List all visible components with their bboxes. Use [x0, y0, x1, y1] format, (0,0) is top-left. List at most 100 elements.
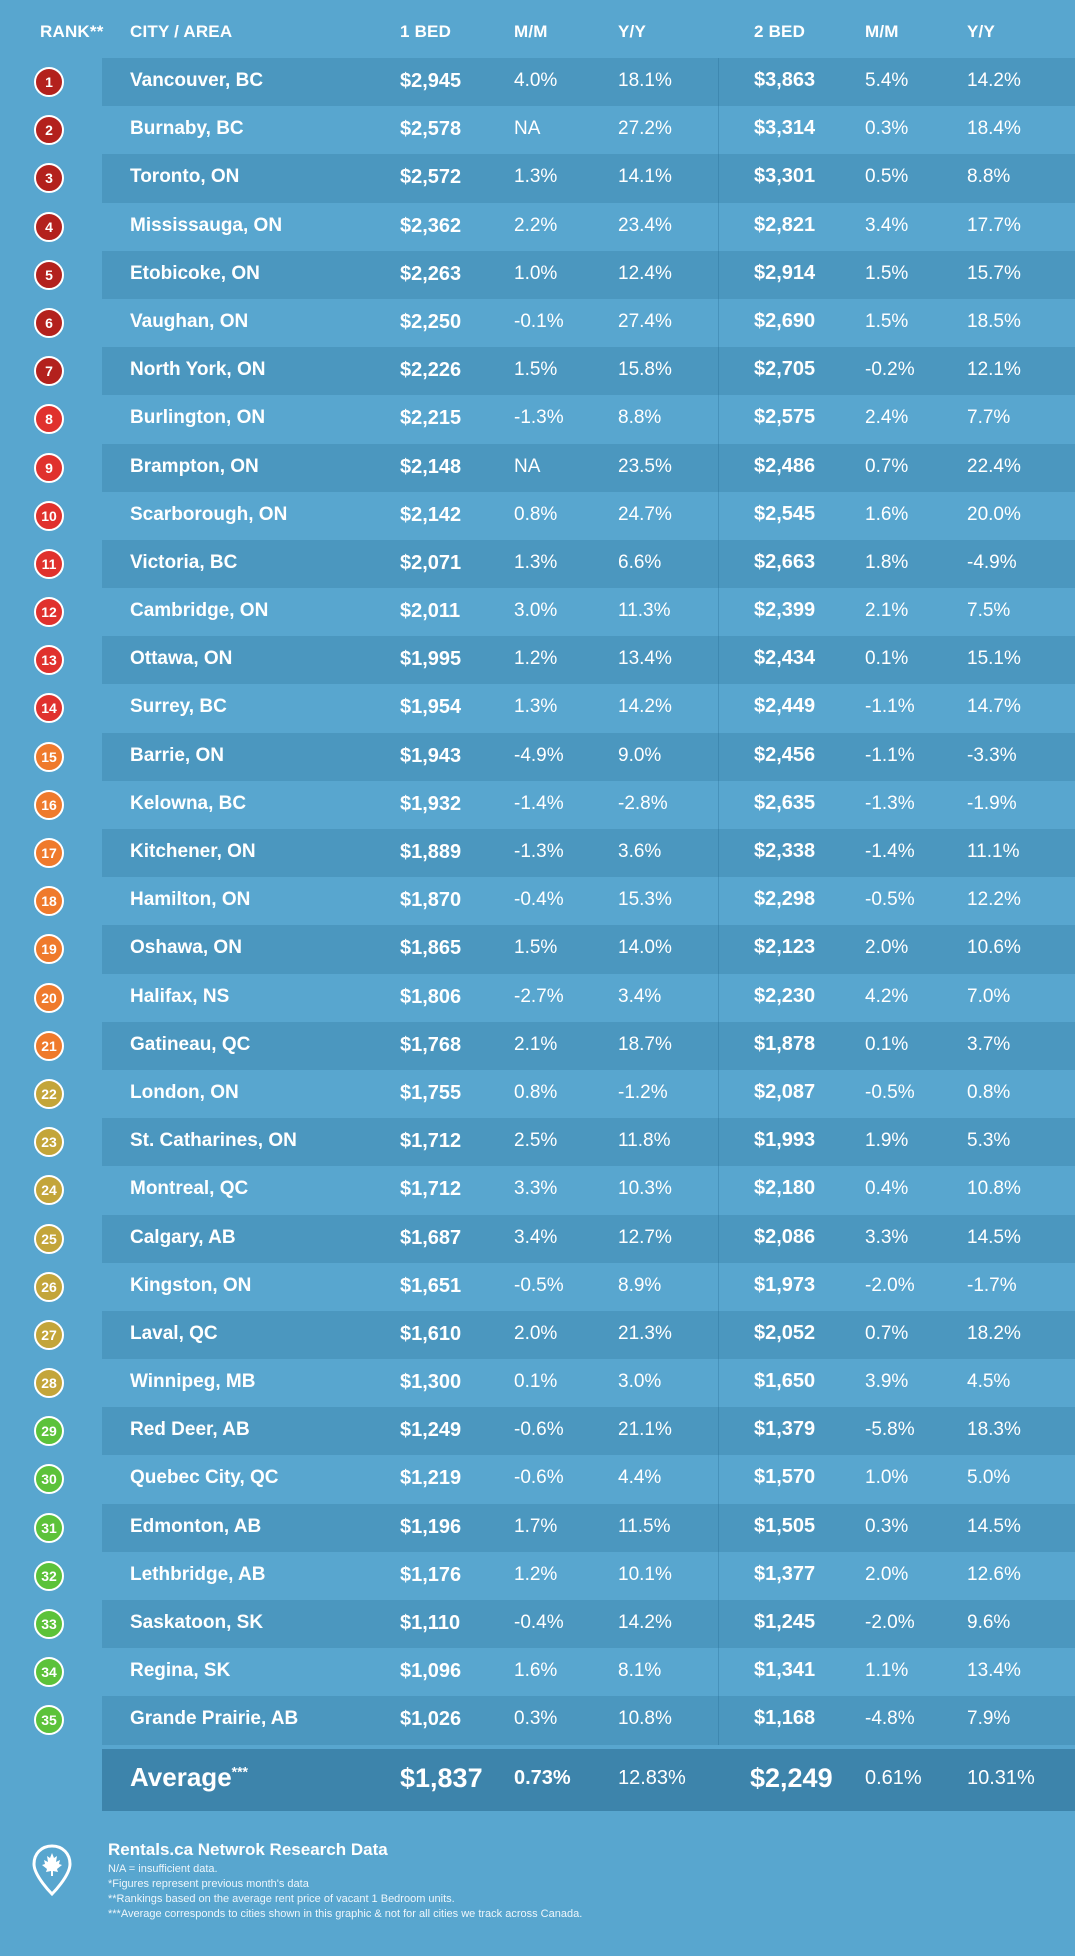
row-band — [102, 636, 1075, 685]
average-label: Average*** — [130, 1762, 249, 1792]
column-divider — [718, 106, 719, 155]
mm-change-2bed: 2.0% — [865, 1563, 909, 1585]
mm-change-2bed: -2.0% — [865, 1274, 915, 1296]
table-row: 3 Toronto, ON $2,572 1.3% 14.1% $3,301 0.5% 8.8… — [0, 154, 1075, 203]
rank-badge: 10 — [34, 500, 64, 531]
rent-2bed: $1,505 — [754, 1514, 816, 1537]
rank-badge: 28 — [34, 1368, 64, 1399]
mm-change-1bed: NA — [514, 118, 541, 140]
mm-change-1bed: -1.4% — [514, 792, 564, 814]
rent-1bed: $1,651 — [400, 1274, 462, 1297]
mm-change-1bed: 1.3% — [514, 551, 558, 573]
mm-change-1bed: -0.6% — [514, 1467, 564, 1489]
table-row: 11 Victoria, BC $2,071 1.3% 6.6% $2,663 1.8% -4… — [0, 539, 1075, 589]
column-divider — [718, 1310, 719, 1360]
table-row: 21 Gatineau, QC $1,768 2.1% 18.7% $1,878 0.1% 3… — [0, 1021, 1075, 1070]
mm-change-2bed: 1.0% — [865, 1467, 909, 1489]
city-name: North York, ON — [130, 359, 266, 381]
rent-2bed: $2,545 — [754, 502, 816, 525]
mm-change-2bed: 0.4% — [865, 1178, 909, 1200]
row-band — [102, 443, 1075, 492]
table-row: 15 Barrie, ON $1,943 -4.9% 9.0% $2,456 -1.1% -3… — [0, 732, 1075, 781]
row-band — [102, 1455, 1075, 1504]
rank-badge: 27 — [34, 1319, 64, 1350]
row-band — [102, 539, 1075, 589]
row-band — [102, 780, 1075, 829]
row-band — [102, 250, 1075, 299]
mm-change-1bed: 1.2% — [514, 1563, 558, 1585]
rent-2bed: $3,301 — [754, 165, 816, 188]
rank-badge: 34 — [34, 1657, 64, 1688]
mm-change-2bed: 4.2% — [865, 985, 909, 1007]
mm-change-2bed: 3.3% — [865, 1226, 909, 1248]
yy-change-1bed: 8.8% — [618, 407, 662, 429]
mm-change-2bed: -0.2% — [865, 359, 915, 381]
row-band — [102, 347, 1075, 396]
mm-change-1bed: 2.1% — [514, 1033, 558, 1055]
yy-change-1bed: 21.1% — [618, 1419, 672, 1441]
mm-change-1bed: -2.7% — [514, 985, 564, 1007]
column-divider — [718, 154, 719, 203]
mm-change-1bed: -0.5% — [514, 1274, 564, 1296]
row-band — [102, 973, 1075, 1022]
rent-1bed: $1,755 — [400, 1081, 462, 1104]
row-band — [102, 1166, 1075, 1215]
yy-change-1bed: 14.0% — [618, 937, 672, 959]
column-divider — [718, 395, 719, 444]
city-name: Vaughan, ON — [130, 310, 249, 332]
mm-change-2bed: 0.7% — [865, 1322, 909, 1344]
city-name: Burnaby, BC — [130, 118, 244, 140]
yy-change-1bed: 3.6% — [618, 841, 662, 862]
yy-change-1bed: 15.8% — [618, 359, 672, 381]
mm-change-2bed: 1.5% — [865, 310, 909, 332]
mm-change-1bed: 3.4% — [514, 1226, 558, 1248]
column-divider — [718, 491, 719, 540]
column-divider — [718, 1407, 719, 1456]
rank-badge: 2 — [34, 115, 64, 146]
mm-change-1bed: 0.8% — [514, 503, 558, 525]
table-row: 7 North York, ON $2,226 1.5% 15.8% $2,705 -0.2… — [0, 347, 1075, 396]
mm-change-2bed: 0.3% — [865, 118, 909, 140]
rent-2bed: $2,821 — [754, 213, 816, 236]
rent-1bed: $2,148 — [400, 455, 462, 478]
yy-change-1bed: 23.4% — [618, 214, 672, 236]
average-row: Average*** $1,837 0.73% 12.83% $2,249 0.… — [102, 1749, 1075, 1811]
column-divider — [718, 539, 719, 589]
rent-2bed: $1,973 — [754, 1273, 816, 1296]
rent-1bed: $2,362 — [400, 214, 462, 237]
yy-change-2bed: 18.3% — [967, 1419, 1021, 1441]
yy-change-2bed: 14.5% — [967, 1226, 1021, 1248]
yy-change-2bed: 5.0% — [967, 1467, 1011, 1489]
yy-change-1bed: 15.3% — [618, 889, 672, 911]
mm-change-1bed: 4.0% — [514, 70, 558, 91]
row-band — [102, 154, 1075, 203]
row-band — [102, 1407, 1075, 1456]
yy-change-2bed: -3.3% — [967, 744, 1017, 766]
yy-change-2bed: 22.4% — [967, 455, 1021, 477]
rank-badge: 29 — [34, 1416, 64, 1447]
average-1bed: $1,837 — [400, 1763, 483, 1793]
column-divider — [718, 1118, 719, 1167]
column-divider — [718, 1455, 719, 1504]
mm-change-2bed: 1.8% — [865, 551, 909, 573]
mm-change-1bed: 1.7% — [514, 1515, 558, 1537]
rent-1bed: $1,687 — [400, 1226, 462, 1249]
rank-badge: 3 — [34, 163, 64, 194]
row-band — [102, 106, 1075, 155]
city-name: Oshawa, ON — [130, 937, 242, 959]
city-name: Surrey, BC — [130, 696, 227, 718]
table-row: 16 Kelowna, BC $1,932 -1.4% -2.8% $2,635 -1.3%… — [0, 780, 1075, 829]
mm-change-1bed: 3.3% — [514, 1178, 558, 1200]
yy-change-1bed: 27.2% — [618, 118, 672, 140]
mm-change-2bed: 2.1% — [865, 600, 909, 622]
yy-change-2bed: 14.5% — [967, 1515, 1021, 1537]
yy-change-1bed: 8.1% — [618, 1660, 662, 1682]
rent-1bed: $1,943 — [400, 744, 462, 767]
rent-1bed: $1,176 — [400, 1563, 462, 1586]
city-name: Red Deer, AB — [130, 1419, 250, 1441]
city-name: Grande Prairie, AB — [130, 1708, 299, 1730]
yy-change-1bed: 14.1% — [618, 166, 672, 188]
column-divider — [718, 1214, 719, 1263]
mm-change-1bed: 1.2% — [514, 648, 558, 670]
